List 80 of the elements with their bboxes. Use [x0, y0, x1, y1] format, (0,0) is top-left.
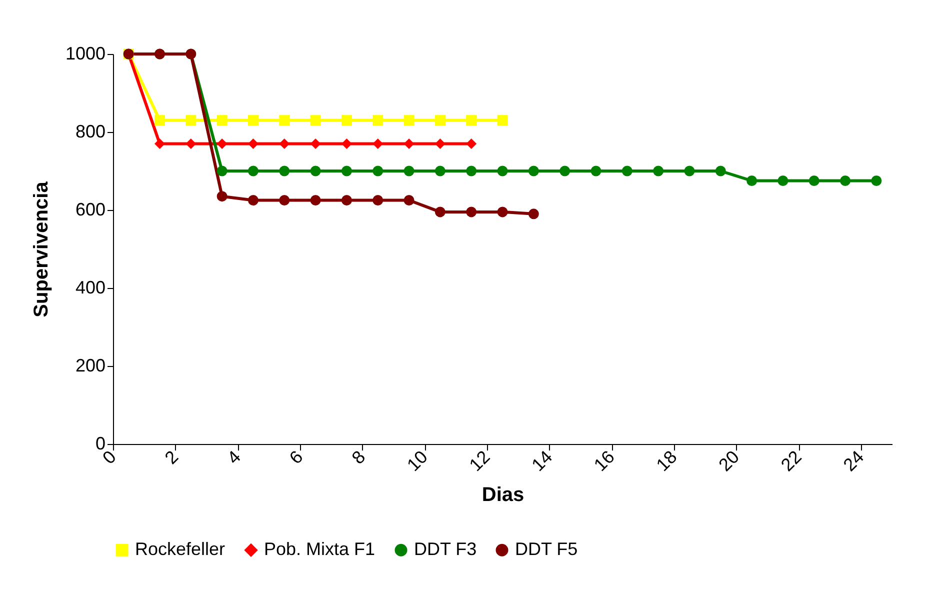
point	[310, 166, 321, 176]
legend-label: DDT F3	[414, 539, 477, 560]
point	[715, 166, 726, 176]
point	[404, 138, 414, 149]
point	[372, 195, 384, 206]
point	[404, 166, 414, 176]
point	[466, 166, 477, 176]
x-tick-label: 14	[528, 446, 556, 476]
point	[746, 176, 758, 186]
y-tick-label: 1000	[65, 44, 106, 64]
point	[154, 115, 165, 126]
legend-label: Pob. Mixta F1	[264, 539, 376, 560]
point	[372, 138, 384, 149]
y-tick-label: 600	[75, 200, 106, 220]
point	[434, 115, 446, 126]
point	[404, 195, 414, 206]
x-tick-label: 6	[286, 446, 307, 468]
point	[341, 166, 352, 176]
point	[279, 115, 290, 126]
x-tick-label: 16	[590, 446, 618, 476]
x-tick-label: 10	[403, 446, 432, 476]
x-tick-label: 2	[160, 446, 182, 468]
point	[216, 166, 228, 176]
point	[216, 138, 228, 149]
point	[871, 176, 882, 186]
point	[310, 115, 321, 126]
point	[840, 176, 851, 186]
point	[279, 138, 290, 149]
y-tick-label: 400	[75, 278, 106, 298]
point	[216, 115, 228, 126]
point	[248, 115, 258, 126]
point	[372, 166, 384, 176]
x-tick-label: 22	[777, 446, 806, 476]
point	[248, 195, 258, 206]
point	[154, 138, 165, 149]
point	[528, 166, 539, 176]
point	[808, 176, 820, 186]
point	[341, 138, 352, 149]
point	[248, 166, 258, 176]
point	[248, 138, 258, 149]
y-tick-label: 800	[75, 122, 106, 142]
point	[560, 166, 570, 176]
y-axis-title: Supervivencia	[30, 180, 52, 318]
point	[497, 115, 508, 126]
point	[372, 115, 384, 126]
x-tick-label: 20	[714, 446, 744, 476]
point	[186, 138, 196, 149]
point	[434, 206, 446, 218]
point	[434, 166, 446, 176]
point	[341, 195, 352, 206]
point	[216, 191, 228, 202]
point	[404, 115, 414, 126]
x-axis-title: Dias	[482, 484, 524, 506]
point	[466, 138, 477, 149]
point	[622, 166, 632, 176]
point	[310, 138, 321, 149]
point	[466, 115, 477, 126]
y-tick-label: 200	[75, 356, 106, 376]
x-tick-label: 24	[839, 446, 868, 476]
point	[590, 166, 602, 176]
point	[528, 208, 539, 220]
legend-label: Rockefeller	[135, 539, 226, 560]
point	[279, 195, 290, 206]
point	[434, 138, 446, 149]
x-tick-label: 8	[348, 446, 370, 468]
point	[466, 206, 477, 218]
x-tick-label: 12	[465, 446, 494, 476]
point	[310, 195, 321, 206]
point	[497, 166, 508, 176]
point	[778, 176, 788, 186]
point	[279, 166, 290, 176]
point	[653, 166, 664, 176]
point	[341, 115, 352, 126]
legend-label: DDT F5	[515, 539, 578, 560]
x-tick-label: 18	[652, 446, 681, 476]
point	[684, 166, 695, 176]
x-tick-label: 4	[223, 446, 245, 468]
point	[497, 206, 508, 218]
point	[186, 115, 196, 126]
y-tick-label: 0	[95, 434, 106, 454]
